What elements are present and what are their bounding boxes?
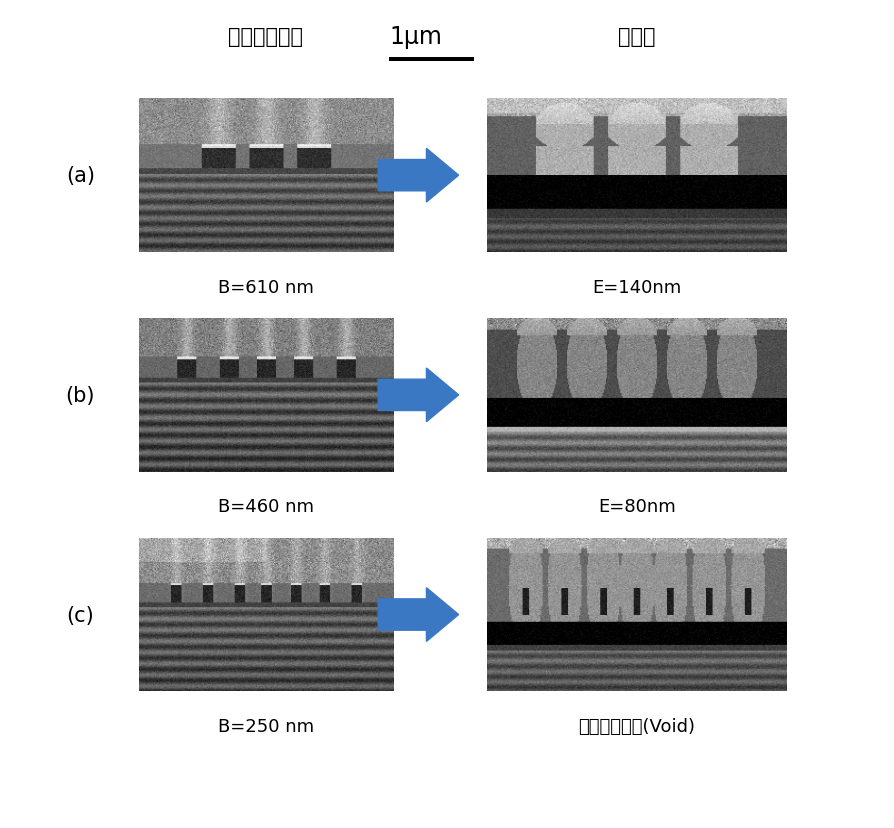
- Text: E=80nm: E=80nm: [598, 498, 676, 516]
- Text: 堆積後: 堆積後: [619, 27, 655, 47]
- Text: 1μm: 1μm: [389, 26, 443, 49]
- Text: B=460 nm: B=460 nm: [218, 498, 314, 516]
- FancyArrow shape: [378, 368, 459, 422]
- Text: ギャップ無し(Void): ギャップ無し(Void): [578, 717, 696, 735]
- Text: (b): (b): [66, 385, 95, 406]
- Text: E=140nm: E=140nm: [593, 278, 681, 296]
- Text: パターン断面: パターン断面: [229, 27, 303, 47]
- Text: (c): (c): [66, 604, 95, 625]
- Text: B=610 nm: B=610 nm: [218, 278, 314, 296]
- FancyArrow shape: [378, 149, 459, 203]
- Text: (a): (a): [66, 166, 95, 186]
- FancyArrow shape: [378, 588, 459, 642]
- Text: B=250 nm: B=250 nm: [218, 717, 314, 735]
